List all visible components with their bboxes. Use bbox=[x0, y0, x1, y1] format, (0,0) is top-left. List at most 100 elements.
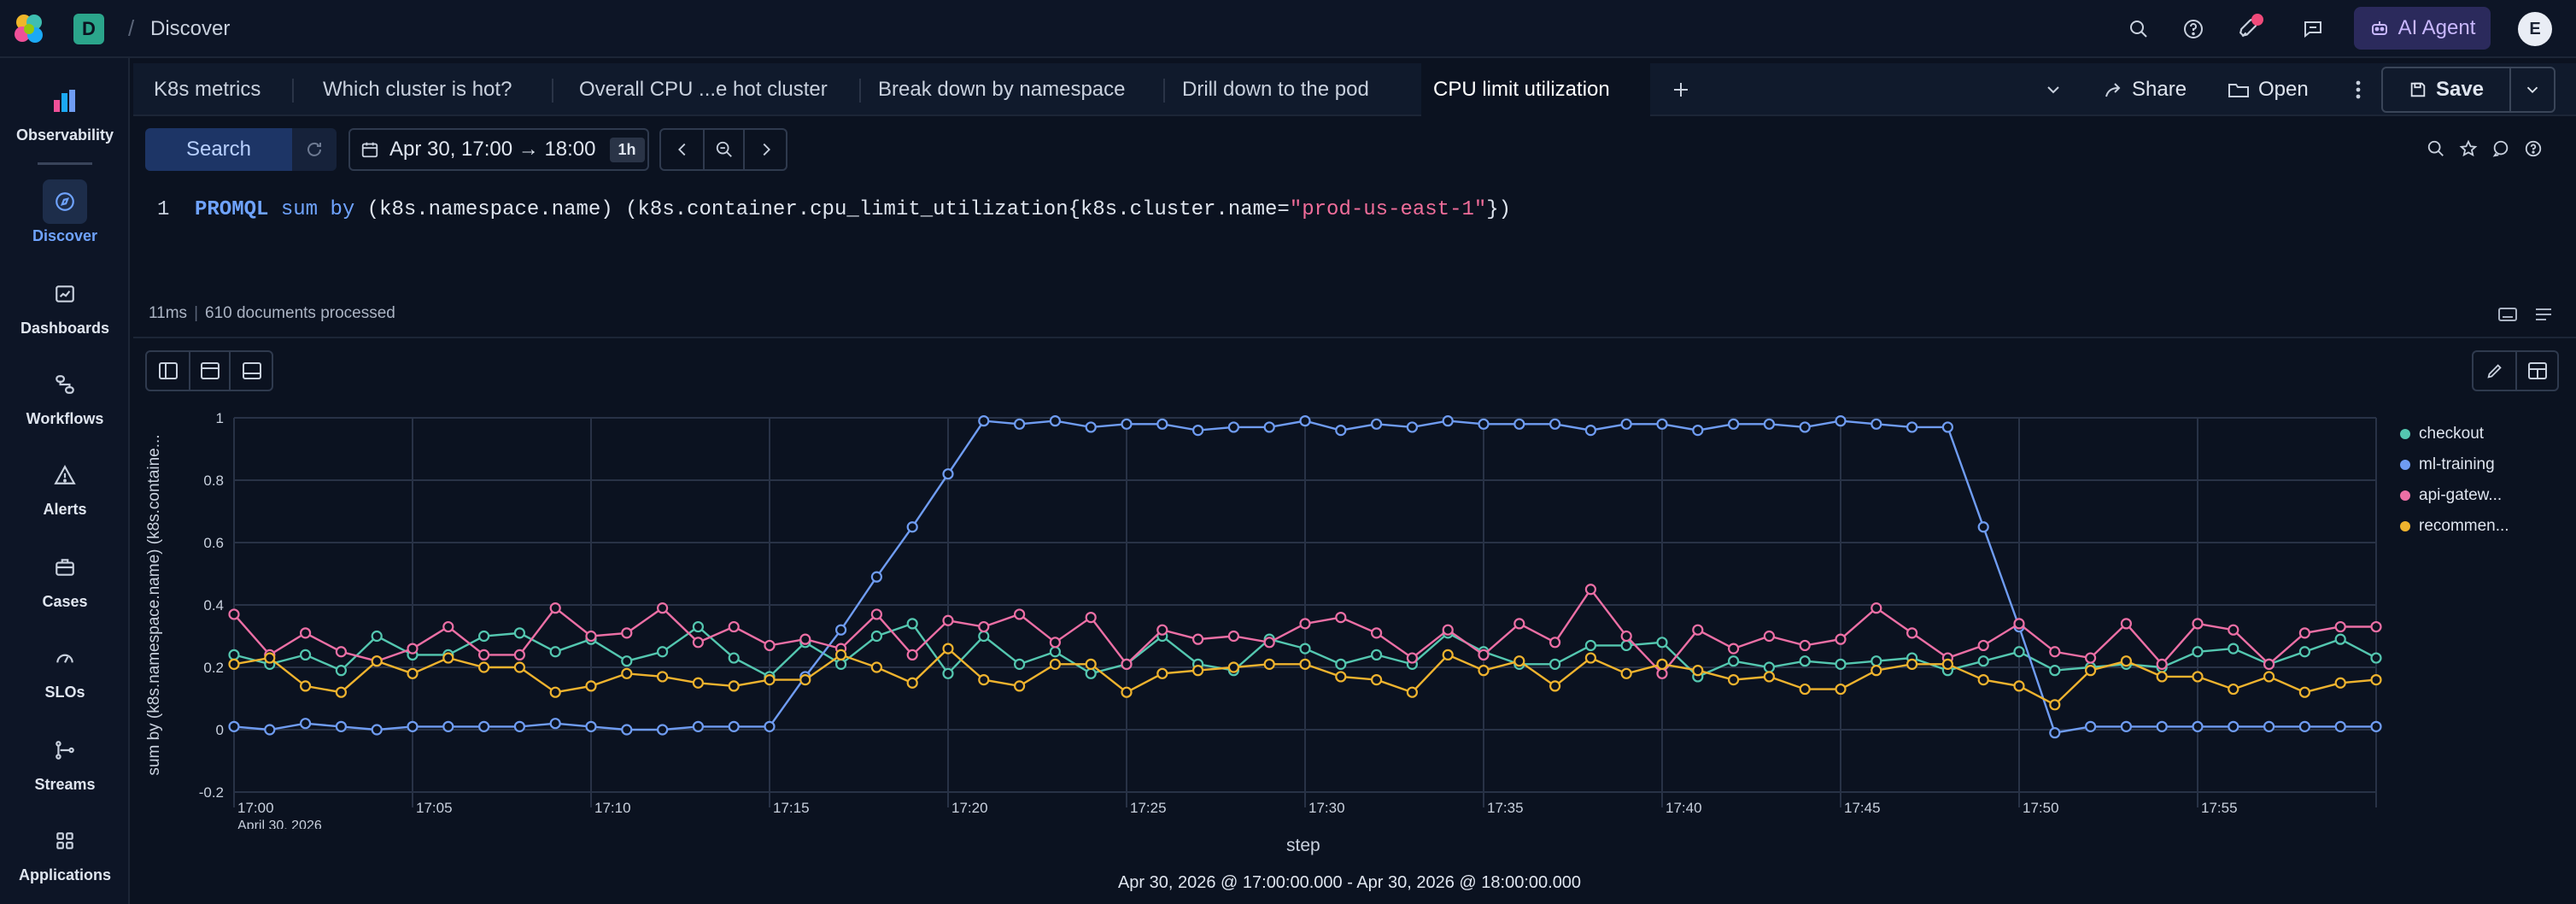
data-point bbox=[1549, 680, 1561, 692]
nav-item-dashboards[interactable]: Dashboards bbox=[0, 272, 130, 354]
tab-drill-down-pod[interactable]: Drill down to the pod bbox=[1182, 78, 1369, 101]
x-tick-label: 17:05 bbox=[416, 800, 453, 816]
toggle-table-icon[interactable] bbox=[231, 352, 272, 390]
briefcase-icon bbox=[43, 545, 87, 590]
editor-settings-icon[interactable] bbox=[2532, 304, 2556, 325]
data-point bbox=[1656, 658, 1668, 670]
chat-icon[interactable] bbox=[2298, 14, 2328, 44]
chevron-left-icon[interactable] bbox=[661, 130, 703, 169]
nav-item-cases[interactable]: Cases bbox=[0, 545, 130, 627]
data-point bbox=[371, 630, 383, 643]
elastic-logo-icon[interactable] bbox=[12, 12, 46, 46]
keyboard-icon[interactable] bbox=[2496, 304, 2520, 325]
query-editor[interactable]: 1 PROMQL sum by (k8s.namespace.name) (k8… bbox=[133, 185, 2576, 287]
save-button-group: Save bbox=[2381, 67, 2556, 113]
search-icon[interactable] bbox=[2123, 14, 2154, 44]
data-point bbox=[906, 521, 918, 533]
data-point bbox=[2013, 680, 2025, 692]
data-point bbox=[728, 680, 740, 692]
query-code[interactable]: PROMQL sum by (k8s.namespace.name) (k8s.… bbox=[195, 198, 1511, 221]
data-point bbox=[2156, 658, 2168, 670]
tab-k8s-metrics[interactable]: K8s metrics bbox=[154, 78, 261, 101]
save-button[interactable]: Save bbox=[2383, 68, 2511, 111]
data-point bbox=[1299, 658, 1311, 670]
nav-item-observability[interactable]: Observability bbox=[0, 79, 130, 161]
data-point bbox=[407, 643, 419, 655]
y-tick-label: 1 bbox=[216, 410, 224, 426]
toggle-chart-icon[interactable] bbox=[189, 352, 231, 390]
data-point bbox=[1299, 618, 1311, 630]
data-point bbox=[1835, 633, 1847, 645]
nav-item-applications[interactable]: Applications bbox=[0, 819, 130, 901]
user-avatar[interactable]: E bbox=[2518, 12, 2552, 46]
zoom-out-icon[interactable] bbox=[703, 130, 745, 169]
open-button[interactable]: Open bbox=[2228, 70, 2309, 109]
date-picker[interactable]: Apr 30, 17:00 → 18:00 1h bbox=[348, 128, 649, 171]
help-circle-icon[interactable] bbox=[2518, 133, 2549, 164]
ai-agent-button[interactable]: AI Agent bbox=[2354, 7, 2491, 50]
tab-break-down-namespace[interactable]: Break down by namespace bbox=[878, 78, 1126, 101]
x-tick-label: 17:35 bbox=[1487, 800, 1524, 816]
data-point bbox=[2370, 674, 2382, 686]
legend-item[interactable]: checkout bbox=[2400, 419, 2571, 449]
data-point bbox=[442, 720, 454, 732]
data-point bbox=[1763, 661, 1776, 673]
stats-separator: | bbox=[194, 304, 198, 322]
data-point bbox=[513, 627, 525, 639]
search-button[interactable]: Search bbox=[145, 128, 292, 171]
legend-label: recommen... bbox=[2419, 517, 2509, 535]
data-point bbox=[300, 649, 312, 660]
share-button[interactable]: Share bbox=[2103, 70, 2187, 109]
data-point bbox=[407, 720, 419, 732]
legend-item[interactable]: api-gatew... bbox=[2400, 480, 2571, 511]
data-point bbox=[1906, 627, 1918, 639]
data-point bbox=[513, 649, 525, 660]
star-icon[interactable] bbox=[2453, 133, 2484, 164]
x-tick-label: 17:15 bbox=[773, 800, 810, 816]
data-point bbox=[2370, 620, 2382, 633]
space-avatar[interactable]: D bbox=[73, 14, 104, 44]
data-point bbox=[1727, 674, 1740, 686]
x-tick-label: 17:45 bbox=[1844, 800, 1881, 816]
nav-item-alerts[interactable]: Alerts bbox=[0, 453, 130, 535]
data-point bbox=[834, 658, 847, 670]
nav-item-streams[interactable]: Streams bbox=[0, 728, 130, 810]
nav-item-slos[interactable]: SLOs bbox=[0, 636, 130, 718]
chart-options-icon[interactable] bbox=[2515, 352, 2557, 390]
edit-pencil-icon[interactable] bbox=[2474, 352, 2515, 390]
tab-overall-cpu[interactable]: Overall CPU ...e hot cluster bbox=[579, 78, 828, 101]
legend-item[interactable]: ml-training bbox=[2400, 449, 2571, 480]
data-point bbox=[1085, 612, 1097, 624]
feedback-icon[interactable] bbox=[2485, 133, 2516, 164]
tab-separator bbox=[1163, 79, 1165, 103]
refresh-icon[interactable] bbox=[292, 128, 337, 171]
save-options-chevron-down-icon[interactable] bbox=[2511, 68, 2554, 111]
data-point bbox=[1156, 418, 1168, 430]
tabs-menu-chevron-down-icon[interactable] bbox=[2043, 70, 2064, 109]
data-point bbox=[1085, 658, 1097, 670]
inspect-search-icon[interactable] bbox=[2421, 133, 2451, 164]
data-point bbox=[870, 608, 883, 620]
tab-cpu-limit-utilization[interactable]: CPU limit utilization bbox=[1421, 63, 1650, 116]
chevron-right-icon[interactable] bbox=[745, 130, 787, 169]
data-point bbox=[300, 718, 312, 730]
nav-item-workflows[interactable]: Workflows bbox=[0, 362, 130, 444]
data-point bbox=[1013, 680, 1026, 692]
x-tick-label: 17:55 bbox=[2201, 800, 2238, 816]
data-point bbox=[2370, 652, 2382, 664]
help-icon[interactable] bbox=[2178, 14, 2209, 44]
tab-which-cluster[interactable]: Which cluster is hot? bbox=[323, 78, 512, 101]
nav-item-discover[interactable]: Discover bbox=[0, 179, 130, 261]
data-point bbox=[1121, 418, 1133, 430]
more-options-icon[interactable] bbox=[2354, 70, 2362, 109]
line-chart[interactable]: 1 0.8 0.6 0.4 0.2 0 -0.2 17:00 17:05 17:10 17:15 17… bbox=[133, 402, 2397, 829]
toggle-sidebar-icon[interactable] bbox=[147, 352, 189, 390]
legend-item[interactable]: recommen... bbox=[2400, 511, 2571, 542]
data-point bbox=[228, 649, 240, 660]
news-rocket-icon[interactable] bbox=[2234, 14, 2265, 44]
data-point bbox=[1584, 584, 1597, 596]
y-tick-label: 0.8 bbox=[203, 473, 224, 489]
breadcrumb[interactable]: Discover bbox=[150, 17, 231, 40]
x-tick-label: 17:30 bbox=[1308, 800, 1345, 816]
new-tab-plus-icon[interactable] bbox=[1671, 70, 1691, 109]
